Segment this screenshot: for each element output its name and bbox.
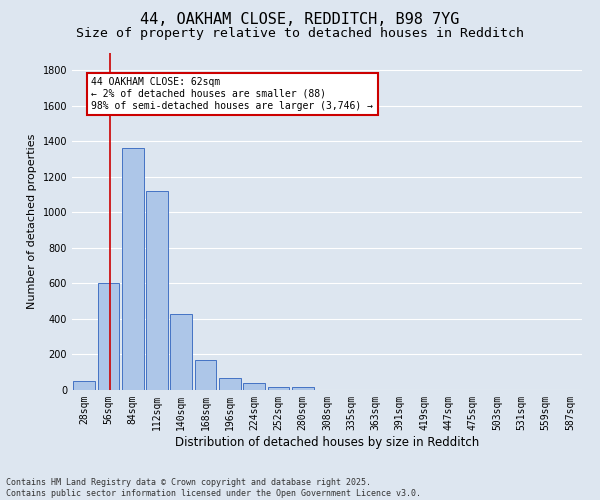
Bar bbox=[219, 378, 241, 390]
Text: Size of property relative to detached houses in Redditch: Size of property relative to detached ho… bbox=[76, 28, 524, 40]
Y-axis label: Number of detached properties: Number of detached properties bbox=[27, 134, 37, 309]
Text: 44 OAKHAM CLOSE: 62sqm
← 2% of detached houses are smaller (88)
98% of semi-deta: 44 OAKHAM CLOSE: 62sqm ← 2% of detached … bbox=[91, 78, 373, 110]
Bar bbox=[73, 381, 95, 390]
Bar bbox=[268, 388, 289, 390]
Bar bbox=[97, 284, 119, 390]
Bar bbox=[170, 314, 192, 390]
Bar bbox=[243, 383, 265, 390]
Bar bbox=[292, 388, 314, 390]
Text: Contains HM Land Registry data © Crown copyright and database right 2025.
Contai: Contains HM Land Registry data © Crown c… bbox=[6, 478, 421, 498]
Bar bbox=[194, 360, 217, 390]
X-axis label: Distribution of detached houses by size in Redditch: Distribution of detached houses by size … bbox=[175, 436, 479, 448]
Bar bbox=[146, 191, 168, 390]
Bar bbox=[122, 148, 143, 390]
Text: 44, OAKHAM CLOSE, REDDITCH, B98 7YG: 44, OAKHAM CLOSE, REDDITCH, B98 7YG bbox=[140, 12, 460, 28]
